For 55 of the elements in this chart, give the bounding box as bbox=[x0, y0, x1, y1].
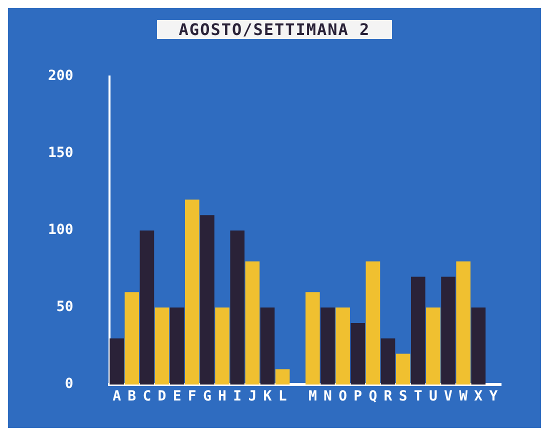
x-tick-label: C bbox=[142, 388, 152, 405]
bar bbox=[336, 308, 350, 385]
x-tick-label: A bbox=[112, 388, 122, 405]
bar bbox=[110, 338, 124, 385]
bar bbox=[410, 276, 426, 385]
x-tick-label: N bbox=[324, 388, 332, 405]
bar bbox=[441, 276, 456, 385]
bar bbox=[230, 230, 245, 385]
x-tick-label: D bbox=[158, 388, 166, 405]
x-tick-label: R bbox=[384, 388, 393, 405]
x-tick-label: K bbox=[263, 388, 272, 405]
x-tick-label: Y bbox=[489, 388, 498, 405]
bar bbox=[350, 322, 366, 385]
x-tick-label: H bbox=[218, 388, 226, 405]
bar bbox=[471, 308, 486, 385]
chart-title: AGOSTO/SETTIMANA 2 bbox=[156, 20, 392, 39]
bar bbox=[306, 292, 320, 385]
x-tick-label: M bbox=[308, 388, 317, 405]
bar bbox=[380, 338, 396, 385]
x-tick-label: E bbox=[172, 388, 182, 405]
bar bbox=[275, 369, 290, 385]
bar bbox=[200, 215, 214, 385]
y-tick-label: 200 bbox=[48, 68, 74, 84]
x-tick-label: O bbox=[338, 388, 348, 405]
x-tick-label: V bbox=[444, 388, 454, 405]
y-tick-label: 100 bbox=[48, 222, 74, 238]
y-tick-label: 150 bbox=[48, 145, 74, 162]
y-tick-label: 50 bbox=[56, 299, 74, 316]
x-tick-label: T bbox=[414, 388, 422, 405]
x-tick-label: I bbox=[233, 388, 242, 405]
y-tick-label: 0 bbox=[64, 376, 74, 392]
bar bbox=[260, 308, 275, 385]
bar bbox=[366, 261, 380, 385]
bar bbox=[184, 200, 200, 385]
x-tick-label: F bbox=[188, 388, 196, 405]
bar bbox=[140, 230, 154, 385]
bar bbox=[154, 308, 170, 385]
x-tick-label: G bbox=[202, 388, 212, 405]
bar bbox=[320, 308, 335, 385]
x-tick-label: J bbox=[248, 388, 257, 405]
bar bbox=[426, 308, 440, 385]
x-tick-label: W bbox=[459, 388, 468, 405]
x-tick-label: S bbox=[398, 388, 408, 405]
x-tick-label: U bbox=[428, 388, 438, 405]
bar bbox=[215, 308, 230, 385]
x-tick-label: Q bbox=[368, 388, 378, 405]
bar bbox=[124, 292, 140, 385]
bar bbox=[396, 354, 410, 385]
bar bbox=[170, 308, 184, 385]
x-tick-label: X bbox=[474, 388, 484, 405]
x-tick-label: B bbox=[128, 388, 136, 405]
x-tick-label: P bbox=[354, 388, 362, 405]
bar bbox=[245, 261, 260, 385]
x-tick-label: L bbox=[278, 388, 287, 405]
bar bbox=[456, 261, 470, 385]
